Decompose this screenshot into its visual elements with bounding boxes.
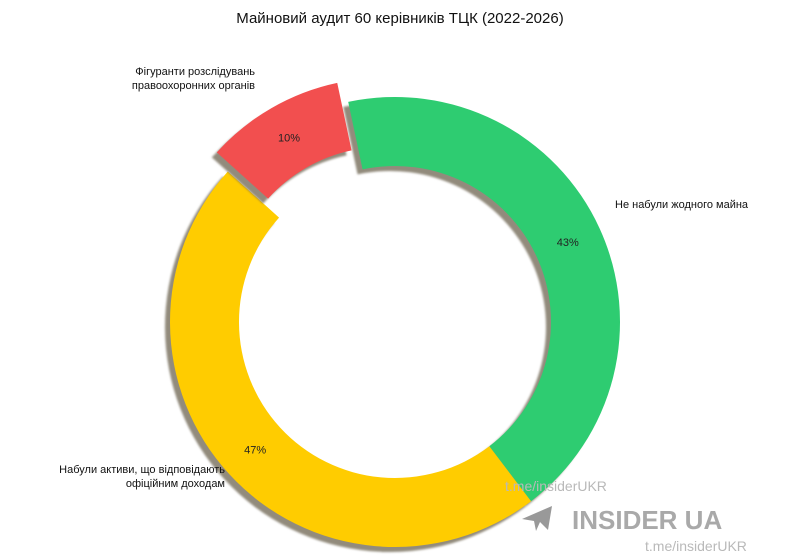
telegram-icon: [522, 506, 552, 531]
watermark-link: t.me/insiderUKR: [505, 478, 607, 494]
category-label: Набули активи, що відповідають офіційним…: [59, 464, 225, 490]
watermark-link: t.me/insiderUKR: [645, 538, 747, 554]
category-label: Фігуранти розслідувань правоохоронних ор…: [131, 66, 255, 92]
value-label: 47%: [244, 445, 266, 457]
chart-title: Майновий аудит 60 керівників ТЦК (2022-2…: [236, 10, 564, 27]
watermark-brand: INSIDER UA: [572, 505, 723, 535]
value-label: 43%: [557, 237, 579, 249]
donut-slice: [216, 82, 352, 199]
donut-slice: [170, 171, 532, 547]
category-label: Не набули жодного майна: [615, 199, 749, 211]
value-label: 10%: [278, 132, 300, 144]
donut-slice: [348, 96, 621, 502]
